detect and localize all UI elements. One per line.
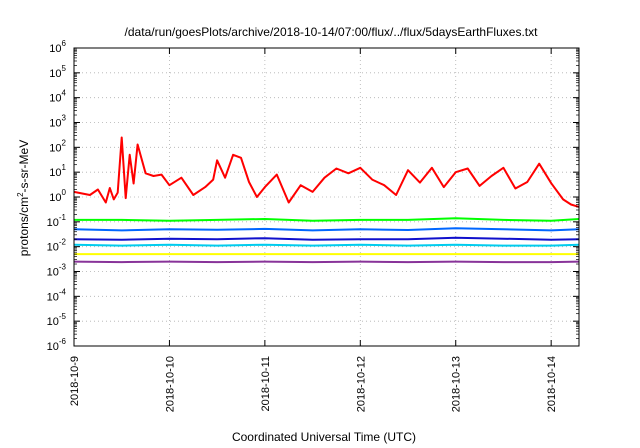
x-tick-label: 2018-10-13 [451,356,463,412]
x-tick-label: 2018-10-14 [546,356,558,412]
series-line-4 [73,236,580,241]
chart-title: /data/run/goesPlots/archive/2018-10-14/0… [125,25,539,39]
y-tick-label: 104 [49,89,66,105]
x-axis-label: Coordinated Universal Time (UTC) [232,430,416,444]
axis-ticks: 10-6 10-5 10-4 10-3 10-2 10-1 100 101 102 103 104 1… [47,39,579,412]
svg-text:protons/cm2-s-sr-MeV: protons/cm2-s-sr-MeV [16,140,31,256]
x-tick-label: 2018-10-11 [260,356,272,411]
y-tick-label: 10-2 [47,238,67,254]
series-line-1 [73,136,580,208]
y-axis-label-base: protons/cm [17,197,31,256]
grid-lines [74,48,579,346]
series-line-2 [74,217,580,222]
y-axis-label-sup: 2 [16,192,25,197]
x-tick-label: 2018-10-9 [69,356,81,406]
y-axis-label-rest: -s-sr-MeV [17,140,31,193]
y-tick-label: 105 [49,64,66,80]
y-tick-label: 10-1 [47,213,67,229]
y-tick-label: 100 [49,188,66,204]
series-lines [73,136,580,264]
y-tick-label: 101 [49,163,66,179]
y-tick-label: 10-5 [47,312,67,328]
series-line-3 [73,227,580,232]
y-tick-label: 10-3 [47,263,67,279]
y-tick-label: 10-6 [47,337,67,353]
x-tick-label: 2018-10-10 [164,356,176,412]
x-tick-label: 2018-10-12 [355,356,367,412]
y-tick-label: 103 [49,114,66,130]
y-tick-label: 10-4 [47,287,67,303]
y-tick-label: 106 [49,39,66,55]
series-line-5 [73,243,580,247]
y-tick-label: 102 [49,138,66,154]
series-line-7 [73,260,580,264]
y-axis-label: protons/cm2-s-sr-MeV [16,140,31,256]
